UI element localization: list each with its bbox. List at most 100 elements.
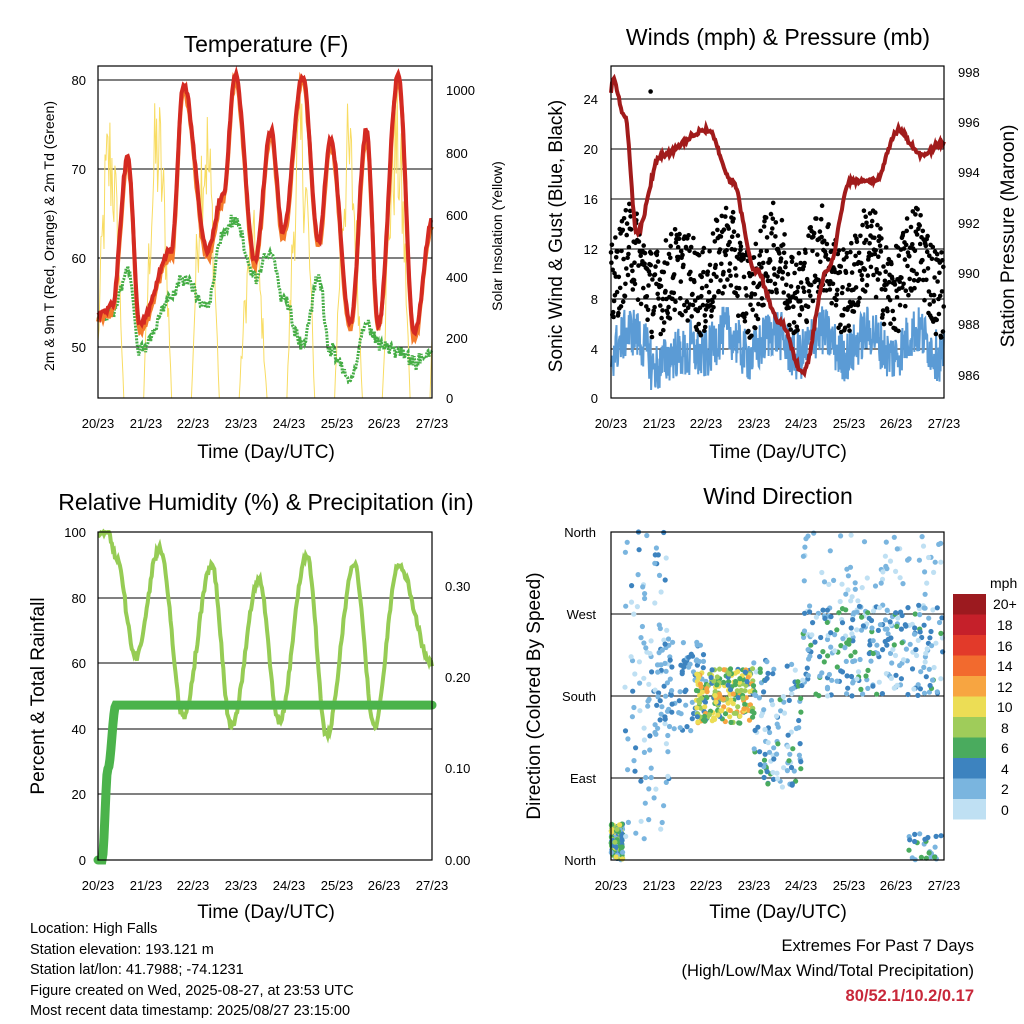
direction-point [661,683,667,689]
direction-point [918,854,925,860]
direction-point [810,620,816,626]
direction-point [634,604,641,610]
gust-point [792,270,797,276]
direction-point [778,708,784,714]
winds-title: Winds (mph) & Pressure (mb) [626,24,930,50]
direction-point [657,625,663,632]
gust-point [879,287,885,292]
direction-point [725,682,731,688]
gust-point [876,254,881,259]
gust-point [624,266,629,271]
temperature-xtick-7: 27/23 [416,416,449,431]
direction-point [656,572,663,579]
direction-point [915,637,921,644]
legend-swatch-0 [953,594,986,615]
gust-point [741,274,747,280]
gust-point [652,304,657,310]
direction-point [770,671,776,677]
gust-point [611,314,616,320]
gust-point [837,269,843,275]
gust-point [613,235,618,240]
direction-point [631,611,637,617]
speed-legend: mph 20+ 18 16 14 12 10 8 6 4 2 0 [953,575,1017,820]
direction-point [655,669,661,675]
direction-point [790,685,796,691]
gust-point [872,235,877,241]
gust-point [917,241,923,247]
gust-point [657,277,663,282]
direction-point [764,769,770,775]
gust-point [798,280,804,285]
gust-point [897,279,902,285]
direction-point [870,683,876,689]
gust-point [927,302,933,307]
gust-point [737,240,743,246]
gust-point [877,271,882,276]
direction-point [755,724,761,730]
direction-point [773,713,780,719]
direction-point [891,642,897,648]
direction-point [677,725,683,731]
gust-point [890,308,895,314]
gust-point [673,299,678,305]
direction-point [919,534,925,540]
legend-swatch-7 [953,737,986,758]
gust-point [849,240,854,246]
winds-rtick-998: 998 [958,65,980,80]
direction-point [637,680,643,686]
gust-point [628,227,634,232]
gust-point [731,216,736,222]
direction-point [898,609,904,615]
direction-point [765,781,771,787]
gust-point [642,250,648,256]
most-recent-timestamp: Most recent data timestamp: 2025/08/27 2… [30,1003,351,1019]
gust-point [783,264,788,270]
direction-point [648,638,654,644]
direction-point [907,641,913,647]
gust-point [869,223,874,229]
direction-point [852,658,858,664]
gust-point [692,279,697,285]
direction-point [653,545,660,551]
direction-point [669,688,675,694]
direction-point [742,669,749,675]
gust-point [777,251,782,256]
direction-point [901,657,907,663]
gust-point [677,231,682,237]
gust-point [873,294,879,300]
gust-point [859,277,865,283]
temperature-xtick-3: 23/23 [225,416,258,431]
direction-point [659,704,665,710]
temperature-ytick-50: 50 [72,340,86,355]
direction-point [802,610,808,616]
direction-point [884,566,890,572]
gust-point [645,317,650,323]
temperature-xtick-0: 20/23 [82,416,115,431]
direction-point [925,834,931,841]
direction-point [662,641,668,647]
direction-point [619,837,625,844]
gust-point [722,284,727,290]
direction-point [679,669,685,675]
solar-insolation-line [97,84,433,399]
temperature-rtick-400: 400 [446,270,468,285]
gust-point [712,239,718,244]
direction-xticks: 20/23 21/23 22/23 23/23 24/23 25/23 26/2… [595,878,961,893]
gust-point [901,281,906,287]
direction-point [884,642,890,648]
direction-point [628,599,635,605]
direction-point [867,642,873,648]
direction-point [777,697,783,703]
gust-point [660,308,665,313]
direction-point [638,778,644,784]
gust-point [703,319,708,324]
direction-point [701,713,708,719]
direction-point [858,627,865,633]
station-location: Location: High Falls [30,921,158,937]
direction-point [757,669,763,675]
gust-point [931,299,936,304]
gust-point [660,296,666,302]
legend-swatch-9 [953,778,986,799]
gust-point [742,314,747,320]
gust-point [688,244,694,250]
